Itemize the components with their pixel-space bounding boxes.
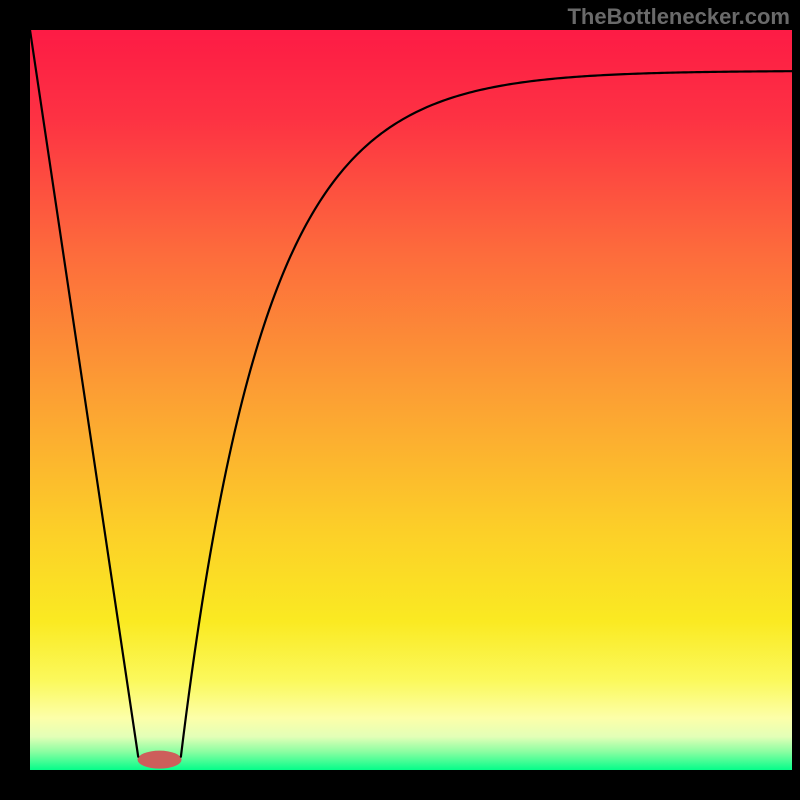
plot-background bbox=[30, 30, 792, 770]
frame-bottom bbox=[0, 770, 800, 800]
chart-svg bbox=[0, 0, 800, 800]
frame-left bbox=[0, 0, 30, 800]
frame-right bbox=[792, 0, 800, 800]
minimum-marker bbox=[138, 751, 182, 769]
bottleneck-chart: TheBottlenecker.com bbox=[0, 0, 800, 800]
